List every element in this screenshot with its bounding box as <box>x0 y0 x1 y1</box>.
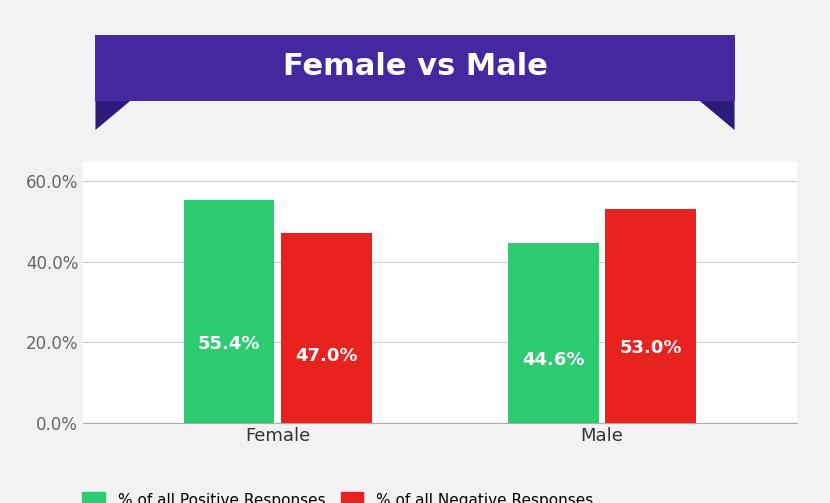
Bar <box>605 209 696 423</box>
Bar <box>508 243 599 423</box>
Bar <box>183 200 275 423</box>
Text: 44.6%: 44.6% <box>522 351 584 369</box>
Text: 55.4%: 55.4% <box>198 336 261 354</box>
Text: Female vs Male: Female vs Male <box>282 52 548 81</box>
Polygon shape <box>95 101 130 130</box>
Polygon shape <box>700 101 735 130</box>
Bar <box>281 233 372 423</box>
FancyBboxPatch shape <box>95 35 735 101</box>
Text: 47.0%: 47.0% <box>295 348 358 365</box>
Text: 53.0%: 53.0% <box>619 339 682 357</box>
Legend: % of all Positive Responses, % of all Negative Responses: % of all Positive Responses, % of all Ne… <box>76 486 599 503</box>
